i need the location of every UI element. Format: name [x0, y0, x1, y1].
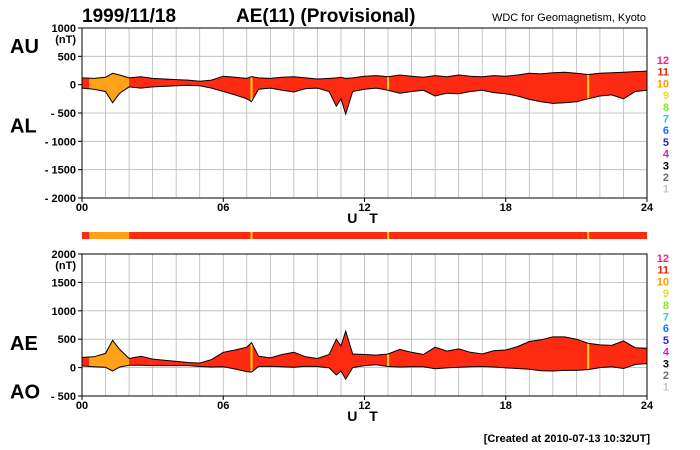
marker-stripe — [587, 331, 590, 380]
marker-stripe — [387, 331, 390, 380]
low-station-fill — [89, 331, 130, 380]
y-tick-label: 500 — [58, 51, 76, 63]
series-line-ae — [81, 329, 648, 364]
station-level-1: 1 — [663, 382, 669, 394]
y-tick-label: 2000 — [52, 249, 76, 261]
station-level-5: 5 — [663, 335, 669, 347]
y-tick-label: - 2000 — [45, 193, 76, 205]
station-bar-segment — [82, 232, 90, 239]
station-level-11: 11 — [657, 67, 669, 79]
x-axis-label: U T — [347, 408, 382, 424]
x-tick-label: 18 — [500, 202, 512, 214]
station-level-9: 9 — [663, 90, 669, 102]
source-label: WDC for Geomagnetism, Kyoto — [492, 12, 646, 24]
series-line-ao — [81, 363, 648, 381]
series-label-ao: AO — [10, 381, 40, 403]
y-tick-label: 1000 — [52, 23, 76, 35]
x-tick-label: 18 — [500, 400, 512, 412]
page-title: AE(11) (Provisional) — [236, 6, 416, 27]
y-tick-label: - 1000 — [45, 136, 76, 148]
station-level-10: 10 — [657, 78, 669, 90]
station-level-4: 4 — [663, 149, 670, 161]
y-unit-label: (nT) — [55, 34, 76, 46]
date-label: 1999/11/18 — [82, 6, 176, 27]
station-level-3: 3 — [663, 160, 669, 172]
station-level-6: 6 — [663, 125, 669, 137]
series-line-al — [81, 84, 648, 116]
station-bar-segment — [89, 232, 130, 239]
marker-stripe — [250, 71, 253, 115]
y-unit-label: (nT) — [55, 260, 76, 272]
au-al-panel: 1000 500 0 - 500 - 1000 - 1500 - 2000 (nT) 00 06 1… — [10, 23, 654, 226]
station-level-3: 3 — [663, 358, 669, 370]
series-label-au: AU — [10, 36, 39, 58]
envelope-fill — [82, 331, 647, 380]
station-level-2: 2 — [663, 172, 669, 184]
station-level-2: 2 — [663, 370, 669, 382]
station-level-1: 1 — [663, 184, 669, 196]
station-level-10: 10 — [657, 276, 669, 288]
series-label-ae: AE — [10, 333, 38, 355]
station-level-11: 11 — [657, 265, 669, 277]
y-tick-label: 0 — [70, 363, 76, 375]
x-tick-label: 06 — [217, 400, 229, 412]
station-level-8: 8 — [663, 300, 669, 312]
station-bar-mark — [387, 232, 390, 239]
x-tick-label: 24 — [641, 400, 654, 412]
marker-stripe — [250, 331, 253, 380]
ae-ao-panel: 2000 1500 1000 500 0 - 500 (nT) 00 06 12 18 24 U T AE… — [10, 249, 654, 424]
series-line-au — [81, 70, 648, 82]
envelope-fill — [82, 71, 647, 115]
marker-stripe — [587, 71, 590, 115]
station-level-5: 5 — [663, 137, 669, 149]
station-level-12: 12 — [657, 253, 669, 265]
station-level-8: 8 — [663, 102, 669, 114]
station-level-6: 6 — [663, 323, 669, 335]
series-label-al: AL — [10, 115, 37, 137]
station-level-7: 7 — [663, 114, 669, 126]
station-bar-mark — [587, 232, 590, 239]
x-tick-label: 12 — [358, 400, 370, 412]
x-tick-label: 00 — [76, 400, 88, 412]
x-tick-label: 06 — [217, 202, 229, 214]
created-timestamp: [Created at 2010-07-13 10:32UT] — [484, 433, 651, 445]
y-tick-label: - 500 — [51, 108, 76, 120]
y-tick-label: - 1500 — [45, 165, 76, 177]
station-level-4: 4 — [663, 347, 670, 359]
y-tick-label: 500 — [58, 334, 76, 346]
station-level-9: 9 — [663, 288, 669, 300]
x-tick-label: 24 — [641, 202, 654, 214]
station-count-bar — [82, 232, 648, 239]
station-bar-mark — [250, 232, 253, 239]
x-tick-label: 00 — [76, 202, 88, 214]
station-level-12: 12 — [657, 55, 669, 67]
y-tick-label: - 500 — [51, 391, 76, 403]
y-tick-label: 0 — [70, 80, 76, 92]
x-axis-label: U T — [347, 210, 382, 226]
y-tick-label: 1500 — [52, 277, 76, 289]
station-level-7: 7 — [663, 312, 669, 324]
y-tick-label: 1000 — [52, 306, 76, 318]
x-tick-label: 12 — [358, 202, 370, 214]
